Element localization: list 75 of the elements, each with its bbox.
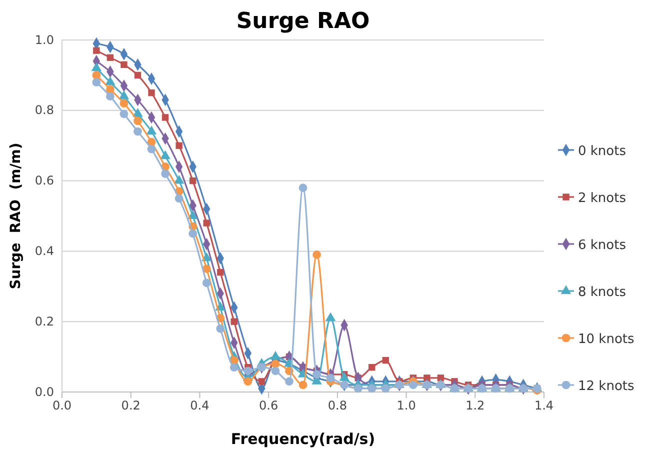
point — [120, 61, 128, 68]
y-axis-title: Surge RAO (m/m) — [8, 142, 24, 290]
point — [244, 366, 252, 376]
point — [312, 250, 321, 259]
y-tick-label: 0.4 — [34, 244, 54, 258]
point — [106, 85, 114, 94]
point — [230, 363, 238, 372]
point — [92, 71, 101, 80]
x-tick-label: 1.2 — [466, 398, 485, 413]
x-tick-label: 0.0 — [52, 398, 72, 413]
x-tick-label: 0.2 — [121, 398, 140, 413]
legend-label: 10 knots — [578, 332, 634, 347]
x-tick-label: 1.0 — [396, 398, 416, 413]
point — [160, 150, 170, 160]
point — [134, 116, 142, 126]
point — [148, 89, 155, 96]
legend-label: 6 knots — [578, 238, 626, 253]
legend-label: 0 knots — [578, 144, 626, 159]
point — [424, 374, 430, 382]
y-tick-label: 0.2 — [34, 314, 54, 328]
point — [106, 92, 114, 100]
point — [188, 229, 198, 238]
x-tick-label: 0.4 — [190, 398, 210, 413]
point — [93, 47, 100, 54]
point — [216, 324, 225, 333]
point — [230, 318, 238, 325]
point — [174, 194, 184, 203]
x-axis-title: Frequency(rad/s) — [230, 430, 376, 448]
legend-label: 2 knots — [578, 191, 626, 206]
point — [203, 220, 210, 226]
point — [118, 90, 130, 100]
point — [146, 126, 157, 134]
point — [312, 370, 321, 379]
point — [106, 54, 114, 61]
y-tick-label: 1.0 — [34, 32, 54, 47]
point — [258, 378, 266, 385]
y-tick-label: 0.0 — [34, 384, 54, 399]
point — [271, 360, 280, 368]
point — [270, 350, 281, 360]
point — [134, 72, 142, 79]
point — [217, 268, 224, 276]
legend-label: 12 knots — [578, 379, 634, 394]
legend-label: 8 knots — [578, 285, 626, 300]
chart-title: Surge RAO — [236, 9, 370, 34]
point — [91, 62, 102, 72]
point — [325, 312, 336, 322]
point — [339, 372, 350, 381]
point — [120, 110, 128, 118]
y-tick-label: 0.8 — [34, 103, 54, 118]
point — [147, 144, 156, 154]
point — [162, 114, 169, 121]
point — [120, 99, 128, 108]
point — [368, 364, 376, 371]
point — [92, 78, 101, 86]
point — [176, 142, 182, 149]
point — [134, 127, 142, 136]
y-tick-label: 0.6 — [34, 174, 54, 188]
point — [285, 377, 294, 386]
point — [132, 108, 143, 117]
point — [161, 170, 170, 178]
x-tick-label: 0.6 — [259, 398, 278, 413]
x-tick-label: 1.4 — [534, 398, 554, 413]
point — [382, 356, 389, 364]
point — [408, 380, 418, 390]
point — [271, 366, 280, 376]
point — [189, 177, 196, 184]
point — [298, 380, 308, 390]
point — [298, 184, 308, 192]
point — [202, 278, 211, 288]
point — [105, 76, 116, 86]
point — [326, 374, 335, 382]
point — [174, 174, 184, 184]
x-tick-label: 0.8 — [328, 398, 347, 413]
point — [437, 374, 444, 382]
point — [244, 377, 252, 386]
